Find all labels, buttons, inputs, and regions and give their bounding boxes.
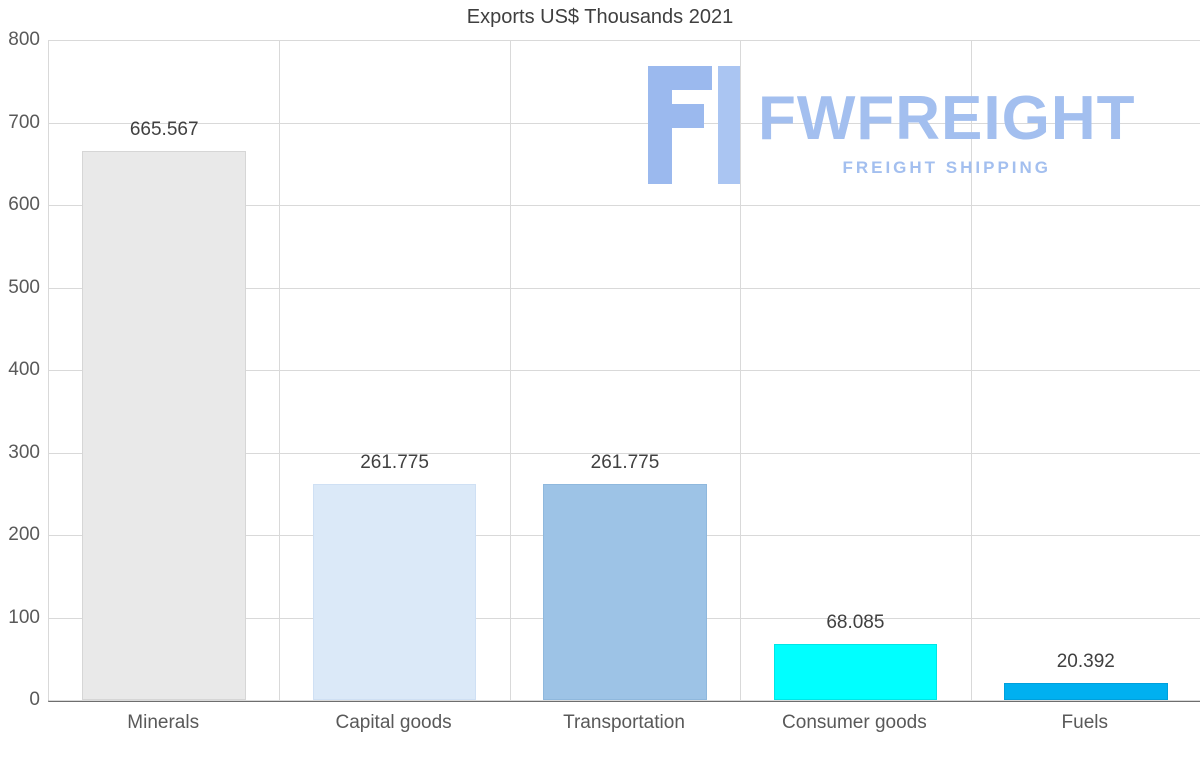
y-tick-label: 700 bbox=[8, 111, 40, 133]
bar-minerals bbox=[82, 150, 246, 700]
x-axis: Minerals Capital goods Transportation Consu… bbox=[48, 712, 1200, 742]
bar-fuels bbox=[1004, 683, 1168, 700]
bar-value-label: 261.775 bbox=[590, 452, 660, 474]
y-tick-label: 500 bbox=[8, 276, 40, 298]
bar-transportation bbox=[543, 484, 707, 700]
y-tick-label: 800 bbox=[8, 29, 40, 50]
gridline-horizontal bbox=[49, 370, 1200, 371]
bar-consumer-goods bbox=[773, 643, 938, 700]
y-tick-label: 600 bbox=[8, 194, 40, 215]
gridline-horizontal bbox=[49, 700, 1200, 701]
gridline-vertical bbox=[279, 40, 281, 700]
gridline-horizontal bbox=[49, 452, 1200, 454]
bar-value-label: 68.085 bbox=[826, 611, 885, 633]
gridline-vertical bbox=[509, 40, 511, 700]
bar-value-label: 665.567 bbox=[129, 118, 199, 140]
y-axis: 0 100 200 300 400 500 600 700 800 bbox=[0, 29, 42, 710]
logo-text: FWFREIGHT FREIGHT SHIPPING bbox=[758, 88, 1136, 178]
bar-value-label: 261.775 bbox=[360, 452, 429, 474]
bar-value-label: 20.392 bbox=[1056, 651, 1115, 673]
brand-name: FWFREIGHT bbox=[758, 84, 1136, 153]
watermark-logo: FWFREIGHT FREIGHT SHIPPING bbox=[648, 66, 1136, 184]
plot-area: 665.567 261.775 261.775 68.085 20.392 bbox=[48, 40, 1200, 702]
y-tick-label: 200 bbox=[8, 524, 40, 545]
freight-logo-icon bbox=[648, 66, 740, 184]
y-tick-label: 100 bbox=[8, 606, 40, 628]
gridline-vertical bbox=[740, 40, 742, 700]
y-tick-label: 300 bbox=[8, 441, 40, 463]
gridline-horizontal bbox=[49, 40, 1200, 41]
y-tick-label: 400 bbox=[8, 359, 40, 380]
gridline-horizontal bbox=[49, 122, 1200, 124]
y-tick-label: 0 bbox=[29, 689, 40, 710]
gridline-vertical bbox=[970, 40, 972, 700]
brand-tagline: FREIGHT SHIPPING bbox=[842, 158, 1052, 177]
gridline-horizontal bbox=[49, 287, 1200, 289]
x-category-label: Minerals bbox=[127, 712, 200, 733]
gridline-horizontal bbox=[49, 205, 1200, 206]
x-category-label: Capital goods bbox=[335, 712, 452, 733]
x-category-label: Consumer goods bbox=[782, 712, 927, 733]
x-category-label: Transportation bbox=[563, 712, 685, 733]
x-category-label: Fuels bbox=[1061, 712, 1109, 733]
chart-title: Exports US$ Thousands 2021 bbox=[466, 6, 734, 28]
bar-capital-goods bbox=[312, 484, 477, 700]
